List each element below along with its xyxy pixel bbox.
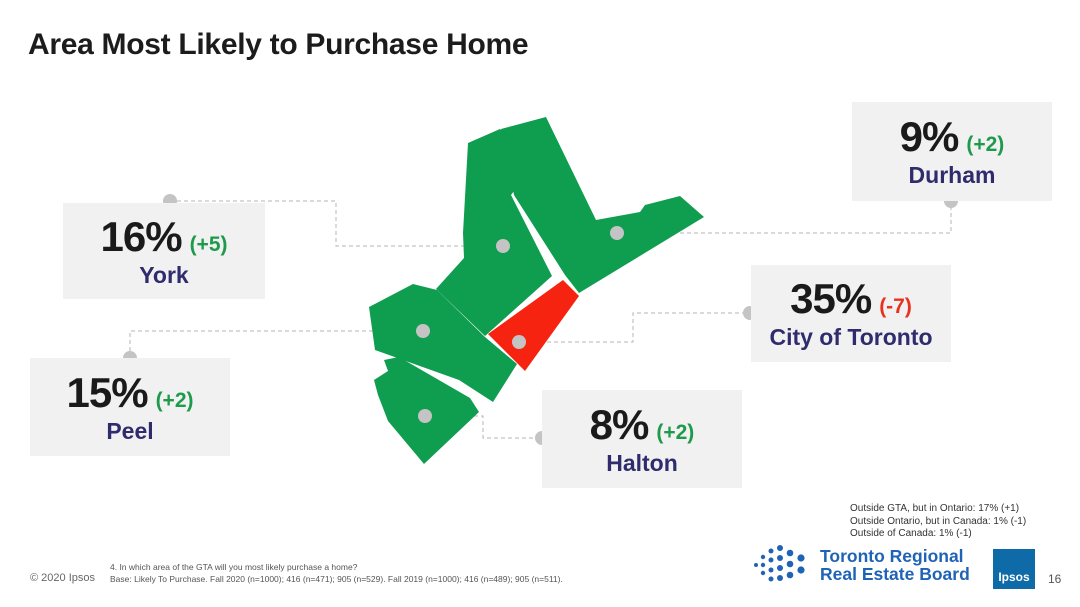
outside-gta-notes: Outside GTA, but in Ontario: 17% (+1) Ou… — [850, 503, 1026, 541]
york-percentage: 16% — [100, 212, 183, 260]
toronto-map-dot — [512, 335, 526, 349]
page-number: 16 — [1048, 572, 1062, 586]
durham-label: Durham — [908, 162, 996, 188]
copyright: © 2020 Ipsos — [30, 572, 95, 584]
durham-card: 9% (+2) Durham — [852, 102, 1052, 201]
peel-label: Peel — [106, 417, 154, 444]
peel-region-shape — [369, 284, 517, 402]
durham-region-shape — [501, 117, 704, 293]
york-card: 16% (+5) York — [63, 203, 265, 299]
york-label: York — [139, 261, 189, 288]
durham-map-dot — [610, 226, 624, 240]
trreb-logo: Toronto Regional Real Estate Board — [752, 543, 970, 587]
peel-card: 15% (+2) Peel — [30, 358, 230, 456]
toronto-change: (-7) — [879, 295, 912, 318]
ipsos-logo: Ipsos — [993, 549, 1035, 589]
york-map-dot — [496, 239, 510, 253]
footnote-question: 4. In which area of the GTA will you mos… — [110, 562, 358, 572]
peel-map-dot — [416, 324, 430, 338]
toronto-card: 35% (-7) City of Toronto — [751, 265, 951, 362]
peel-connector — [129, 330, 423, 358]
outside-note-ontario: Outside GTA, but in Ontario: 17% (+1) — [850, 503, 1020, 514]
toronto-label: City of Toronto — [769, 324, 933, 350]
york-change: (+5) — [189, 232, 228, 256]
york-connector — [170, 200, 503, 247]
trreb-dots-icon — [754, 545, 805, 582]
peel-percentage: 15% — [66, 368, 149, 416]
footnote: 4. In which area of the GTA will you mos… — [110, 562, 563, 585]
halton-label: Halton — [606, 449, 678, 476]
halton-map-dot — [418, 409, 432, 423]
peel-change: (+2) — [155, 388, 194, 412]
toronto-percentage: 35% — [790, 275, 872, 322]
toronto-region-shape — [488, 280, 579, 371]
durham-change: (+2) — [966, 133, 1005, 156]
outside-note-canada: Outside Ontario, but in Canada: 1% (-1) — [850, 515, 1027, 527]
page-title: Area Most Likely to Purchase Home — [28, 28, 529, 61]
outside-note-international: Outside of Canada: 1% (-1) — [850, 528, 972, 539]
halton-change: (+2) — [656, 420, 695, 444]
halton-percentage: 8% — [589, 400, 650, 448]
york-region-shape — [436, 129, 552, 336]
halton-card: 8% (+2) Halton — [542, 390, 742, 488]
trreb-name-line1: Toronto Regional — [820, 546, 964, 566]
durham-percentage: 9% — [899, 113, 960, 160]
trreb-name-line2: Real Estate Board — [820, 564, 970, 584]
footnote-base: Base: Likely To Purchase. Fall 2020 (n=1… — [110, 573, 563, 584]
toronto-connector — [519, 312, 750, 343]
